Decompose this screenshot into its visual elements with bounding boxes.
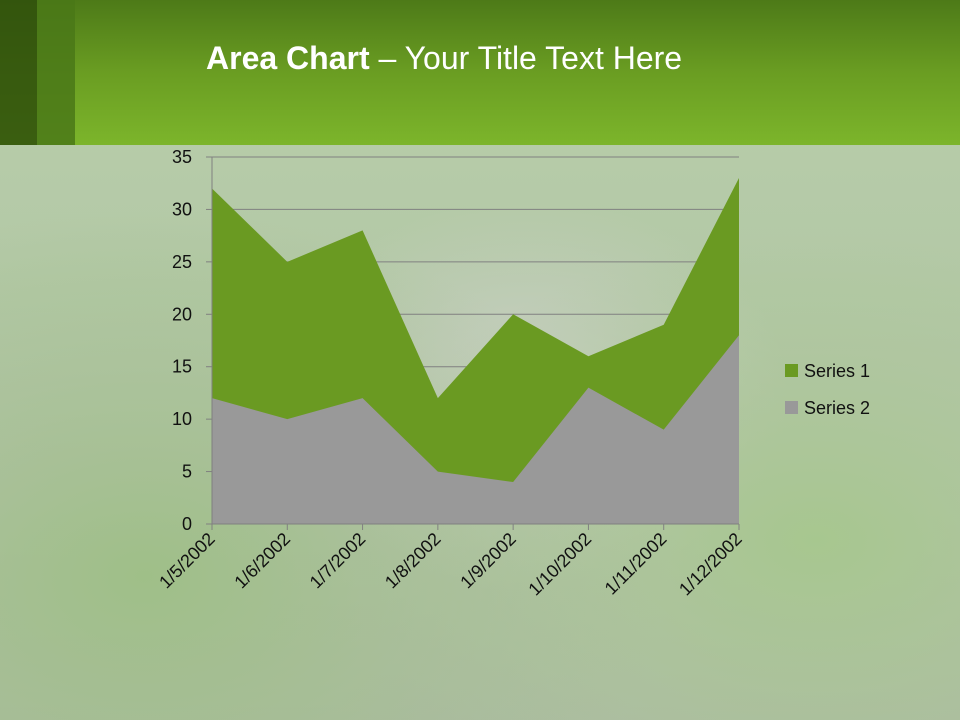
legend-label: Series 1: [804, 361, 870, 381]
title-bold: Area Chart: [206, 40, 370, 76]
y-tick-label: 35: [172, 147, 192, 167]
x-tick-label: 1/9/2002: [456, 529, 520, 593]
decor-square-dark: [0, 0, 37, 145]
x-tick-label: 1/7/2002: [306, 529, 370, 593]
decor-square: [37, 0, 75, 145]
x-tick-label: 1/8/2002: [381, 529, 445, 593]
x-tick-label: 1/6/2002: [230, 529, 294, 593]
title-bar: [0, 0, 960, 145]
x-tick-label: 1/12/2002: [675, 529, 746, 600]
slide-title: Area Chart – Your Title Text Here: [206, 40, 682, 77]
x-tick-label: 1/11/2002: [601, 529, 671, 599]
x-tick-label: 1/5/2002: [155, 529, 219, 593]
y-tick-label: 20: [172, 304, 192, 324]
area-series-2: [212, 335, 739, 524]
x-tick-label: 1/10/2002: [524, 529, 595, 600]
legend-label: Series 2: [804, 398, 870, 418]
y-tick-label: 15: [172, 357, 192, 377]
y-tick-label: 0: [182, 514, 192, 534]
y-tick-label: 25: [172, 252, 192, 272]
legend-swatch: [785, 401, 798, 414]
legend-swatch: [785, 364, 798, 377]
y-tick-label: 30: [172, 199, 192, 219]
y-tick-label: 5: [182, 462, 192, 482]
y-tick-label: 10: [172, 409, 192, 429]
title-rest: – Your Title Text Here: [369, 40, 683, 76]
